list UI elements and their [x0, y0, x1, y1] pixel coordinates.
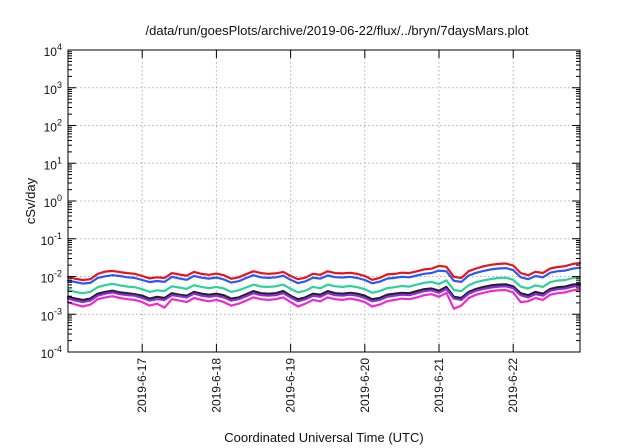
y-tick-label: 10-2: [41, 269, 62, 286]
series-group: [66, 261, 582, 310]
series-line-1: [66, 261, 582, 282]
y-tick-label: 10-3: [41, 306, 62, 323]
x-tick-label: 2019-6-22: [506, 358, 520, 413]
y-tick-label: 102: [44, 118, 62, 135]
y-tick-base: 10: [44, 121, 58, 135]
y-tick-exponent: -3: [54, 306, 62, 316]
y-tick-exponent: 4: [57, 42, 62, 52]
x-tick-label: 2019-6-17: [135, 358, 149, 413]
y-tick-base: 10: [44, 83, 58, 97]
y-tick-label: 104: [44, 42, 62, 59]
y-tick-exponent: 1: [57, 155, 62, 165]
series-line-4: [66, 282, 582, 301]
y-tick-exponent: -4: [54, 344, 62, 354]
x-tick-label: 2019-6-21: [432, 358, 446, 413]
y-tick-base: 10: [41, 272, 55, 286]
chart-title: /data/run/goesPlots/archive/2019-06-22/f…: [146, 23, 529, 38]
x-tick-label: 2019-6-20: [358, 358, 372, 413]
series-line-5: [66, 284, 582, 304]
y-tick-label: 100: [44, 193, 62, 210]
series-line-3: [66, 276, 582, 295]
y-tick-base: 10: [44, 45, 58, 59]
series-line-2: [66, 266, 582, 285]
y-tick-label: 10-4: [41, 344, 62, 361]
y-tick-base: 10: [41, 309, 55, 323]
x-tick-labels: 2019-6-17 2019-6-18 2019-6-19 2019-6-20 2019…: [135, 358, 520, 413]
y-tick-exponent: 0: [57, 193, 62, 203]
y-tick-base: 10: [41, 347, 55, 361]
y-tick-label: 101: [44, 155, 62, 172]
y-tick-label: 103: [44, 80, 62, 97]
y-tick-exponent: -2: [54, 269, 62, 279]
x-tick-label: 2019-6-18: [209, 358, 223, 413]
axis-ticks: [68, 49, 580, 353]
y-axis-label: cSv/day: [23, 177, 38, 224]
y-tick-label: 10-1: [41, 231, 62, 248]
series-line-6: [66, 288, 582, 310]
y-tick-base: 10: [41, 234, 55, 248]
y-tick-exponent: 3: [57, 80, 62, 90]
y-tick-base: 10: [44, 196, 58, 210]
y-tick-exponent: -1: [54, 231, 62, 241]
grid: [68, 50, 580, 352]
y-tick-exponent: 2: [57, 118, 62, 128]
x-tick-label: 2019-6-19: [284, 358, 298, 413]
y-tick-base: 10: [44, 158, 58, 172]
x-axis-label: Coordinated Universal Time (UTC): [224, 430, 423, 445]
